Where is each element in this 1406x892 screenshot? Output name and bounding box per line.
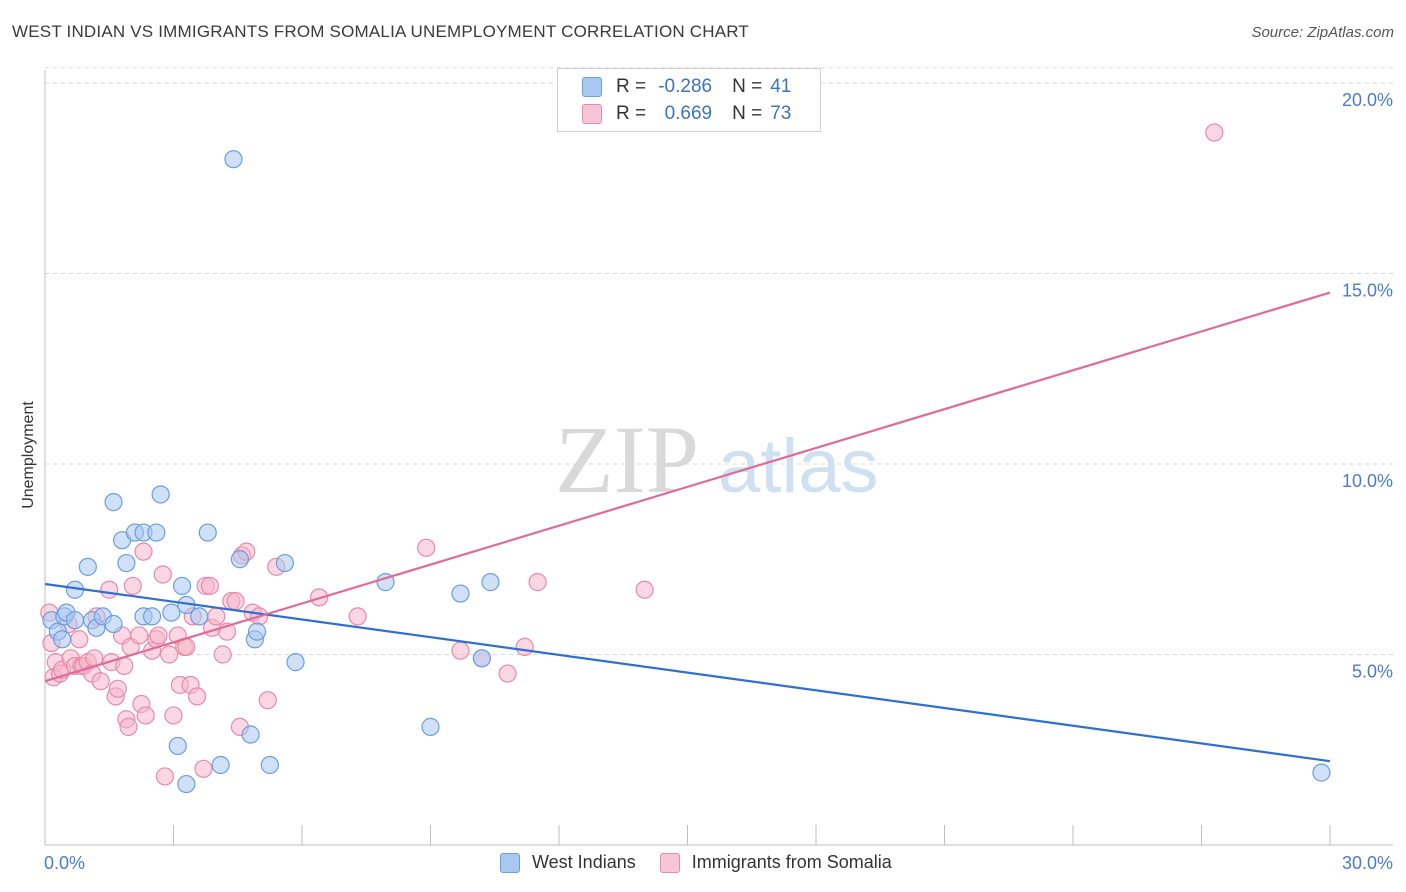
point-west-indians	[247, 622, 267, 641]
legend-swatch-pink	[582, 104, 602, 124]
point-west-indians	[198, 523, 217, 542]
point-immigrants-from-somalia	[164, 706, 183, 725]
legend-r-label: R =	[616, 76, 647, 97]
point-immigrants-from-somalia	[136, 706, 155, 725]
legend-row-west-indians: R = -0.286 N = 41	[582, 75, 791, 99]
point-west-indians	[65, 611, 85, 630]
point-immigrants-from-somalia	[149, 626, 168, 645]
legend-r-label: R =	[616, 103, 647, 124]
legend-swatch-pink	[659, 852, 680, 873]
point-west-indians	[168, 736, 187, 756]
point-immigrants-from-somalia	[200, 576, 220, 596]
axes	[44, 70, 1393, 846]
trend-line-west-indians	[44, 582, 1331, 763]
point-west-indians	[1312, 763, 1331, 782]
point-immigrants-from-somalia	[498, 664, 517, 683]
legend-item-west-indians: West Indians	[500, 852, 636, 873]
legend-label-somalia: Immigrants from Somalia	[691, 852, 892, 872]
point-west-indians	[230, 550, 249, 569]
y-tick-label: 20.0%	[1342, 90, 1393, 110]
point-west-indians	[275, 553, 294, 573]
point-immigrants-from-somalia	[213, 645, 232, 664]
point-immigrants-from-somalia	[226, 592, 245, 611]
point-immigrants-from-somalia	[91, 672, 110, 691]
gridlines	[45, 67, 1393, 655]
point-west-indians	[177, 774, 196, 794]
legend-n-label: N =	[732, 76, 763, 97]
point-immigrants-from-somalia	[258, 691, 277, 710]
point-immigrants-from-somalia	[108, 679, 127, 698]
source-label: Source: ZipAtlas.com	[1251, 24, 1394, 41]
legend-item-somalia: Immigrants from Somalia	[659, 852, 892, 873]
y-axis-label: Unemployment	[20, 401, 37, 509]
legend-r-value: -0.286	[658, 76, 713, 97]
point-immigrants-from-somalia	[134, 542, 153, 561]
legend-label-west-indians: West Indians	[532, 852, 636, 872]
trend-line-somalia	[44, 291, 1331, 683]
point-west-indians	[286, 653, 305, 672]
point-immigrants-from-somalia	[153, 565, 172, 584]
point-west-indians	[190, 607, 209, 626]
y-tick-label: 10.0%	[1342, 471, 1393, 491]
legend-swatch-blue	[500, 852, 520, 873]
point-west-indians	[260, 755, 279, 775]
point-west-indians	[104, 614, 123, 634]
legend-n-value: 73	[770, 103, 792, 124]
watermark: ZIP atlas	[555, 406, 879, 513]
point-west-indians	[142, 607, 162, 626]
y-tick-label: 15.0%	[1342, 281, 1393, 301]
point-west-indians	[117, 553, 136, 573]
point-west-indians	[151, 485, 170, 504]
point-immigrants-from-somalia	[100, 580, 119, 599]
point-immigrants-from-somalia	[70, 630, 89, 649]
point-west-indians	[481, 573, 500, 592]
point-immigrants-from-somalia	[123, 576, 142, 596]
point-west-indians	[421, 717, 440, 736]
point-immigrants-from-somalia	[417, 538, 436, 557]
point-west-indians	[147, 523, 166, 542]
point-west-indians	[172, 576, 192, 596]
watermark-zip: ZIP	[555, 406, 699, 513]
point-west-indians	[162, 603, 181, 622]
y-tick-label: 5.0%	[1352, 662, 1393, 682]
point-west-indians	[78, 557, 97, 576]
point-immigrants-from-somalia	[635, 580, 654, 599]
point-immigrants-from-somalia	[130, 626, 149, 645]
point-west-indians	[53, 630, 72, 649]
legend-row-somalia: R = 0.669 N = 73	[582, 102, 791, 126]
legend-n-value: 41	[770, 76, 792, 97]
point-west-indians	[472, 649, 491, 668]
point-immigrants-from-somalia	[1205, 123, 1224, 142]
point-west-indians	[224, 150, 243, 169]
point-immigrants-from-somalia	[155, 767, 175, 786]
series-west-indians	[42, 150, 1331, 794]
point-immigrants-from-somalia	[348, 607, 367, 626]
series-legend: West Indians Immigrants from Somalia	[500, 852, 916, 873]
point-west-indians	[211, 755, 230, 775]
point-immigrants-from-somalia	[207, 607, 226, 626]
point-immigrants-from-somalia	[528, 573, 547, 592]
legend-n-label: N =	[732, 103, 763, 124]
trend-lines	[44, 291, 1331, 763]
chart-title: WEST INDIAN VS IMMIGRANTS FROM SOMALIA U…	[12, 22, 750, 41]
point-immigrants-from-somalia	[119, 717, 138, 736]
point-immigrants-from-somalia	[451, 641, 470, 660]
point-west-indians	[241, 725, 260, 744]
x-tick-label: 30.0%	[1342, 853, 1393, 873]
point-west-indians	[104, 493, 123, 512]
point-immigrants-from-somalia	[515, 637, 534, 656]
correlation-legend: R = -0.286 N = 41 R = 0.669 N = 73	[557, 68, 821, 132]
point-west-indians	[451, 584, 470, 603]
legend-swatch-blue	[582, 77, 602, 97]
legend-r-value: 0.669	[664, 103, 713, 124]
x-tick-label: 0.0%	[44, 853, 85, 873]
point-immigrants-from-somalia	[160, 645, 179, 664]
point-immigrants-from-somalia	[187, 687, 207, 706]
point-immigrants-from-somalia	[194, 759, 213, 778]
tick-labels: 5.0% 10.0% 15.0% 20.0% 0.0% 30.0%	[44, 90, 1393, 873]
